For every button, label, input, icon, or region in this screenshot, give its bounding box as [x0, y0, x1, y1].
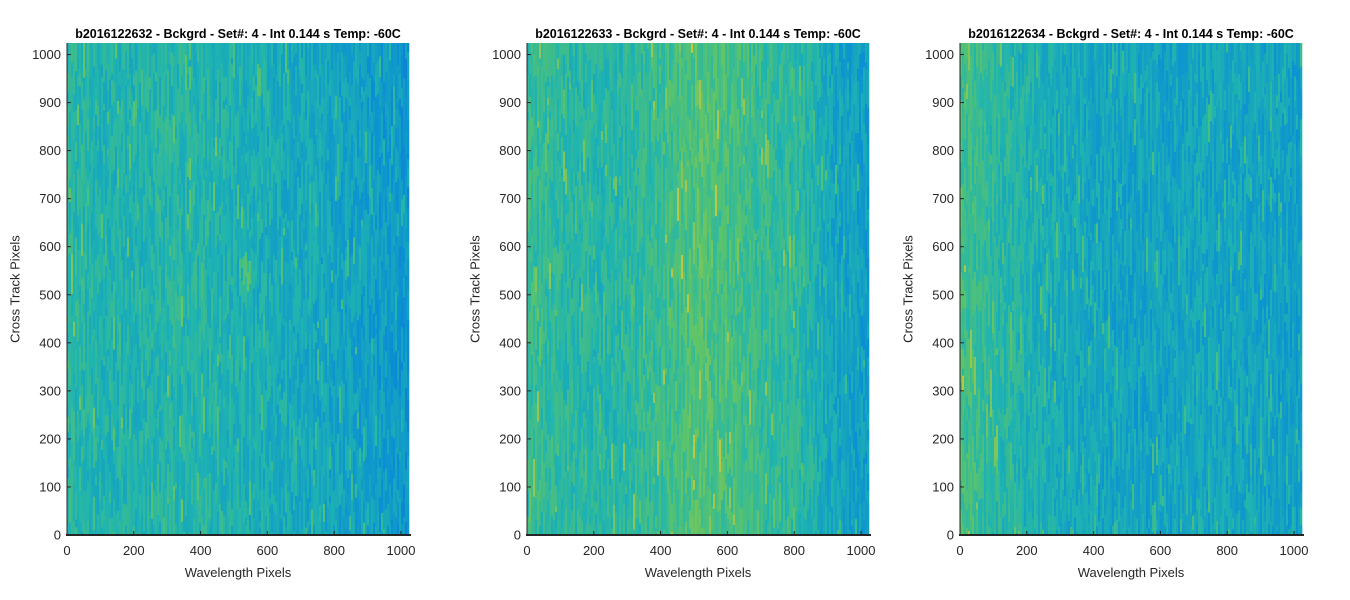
y-tick-label: 1000: [32, 47, 61, 62]
heatmap-plot[interactable]: 0 200 400 600 800 1000 0 100 200 300 400 500 600 700 8…: [900, 0, 1350, 600]
y-tick-label: 500: [39, 287, 61, 302]
x-tick-label: 1000: [847, 543, 876, 558]
y-tick-label: 1000: [492, 47, 521, 62]
x-tick-label: 400: [1083, 543, 1105, 558]
y-tick-label: 600: [932, 239, 954, 254]
heatmap-cells: [960, 43, 1303, 535]
y-tick-label: 0: [54, 528, 61, 543]
heatmap-panel-3: b2016122634 - Bckgrd - Set#: 4 - Int 0.1…: [900, 0, 1350, 600]
y-tick-label: 300: [39, 383, 61, 398]
y-tick-label: 200: [499, 431, 521, 446]
x-tick-label: 400: [190, 543, 212, 558]
y-tick-label: 800: [39, 143, 61, 158]
x-tick-label: 200: [1016, 543, 1038, 558]
y-tick-label: 600: [499, 239, 521, 254]
y-tick-label: 0: [947, 528, 954, 543]
chart-title: b2016122632 - Bckgrd - Set#: 4 - Int 0.1…: [75, 27, 401, 41]
x-axis-label: Wavelength Pixels: [644, 565, 752, 580]
x-tick-label: 0: [956, 543, 963, 558]
x-tick-label: 0: [63, 543, 70, 558]
heatmap-panel-1: b2016122632 - Bckgrd - Set#: 4 - Int 0.1…: [0, 0, 450, 600]
y-tick-label: 800: [499, 143, 521, 158]
y-tick-label: 0: [514, 528, 521, 543]
y-tick-label: 700: [39, 191, 61, 206]
x-tick-label: 200: [123, 543, 145, 558]
y-tick-label: 200: [932, 431, 954, 446]
heatmap-plot[interactable]: 0 200 400 600 800 1000 0 100 200 300 400 500 600 700 8…: [0, 0, 450, 600]
x-tick-label: 1000: [387, 543, 416, 558]
y-tick-label: 500: [499, 287, 521, 302]
x-tick-label: 800: [783, 543, 805, 558]
y-tick-label: 100: [499, 479, 521, 494]
y-tick-label: 200: [39, 431, 61, 446]
x-tick-label: 600: [257, 543, 279, 558]
x-tick-label: 600: [1150, 543, 1172, 558]
y-tick-label: 800: [932, 143, 954, 158]
y-tick-label: 900: [499, 95, 521, 110]
y-tick-label: 900: [39, 95, 61, 110]
x-axis-label: Wavelength Pixels: [184, 565, 292, 580]
x-tick-label: 200: [583, 543, 605, 558]
chart-title: b2016122634 - Bckgrd - Set#: 4 - Int 0.1…: [968, 27, 1294, 41]
y-tick-label: 700: [932, 191, 954, 206]
y-tick-label: 100: [39, 479, 61, 494]
heatmap-cells: [67, 43, 410, 535]
y-tick-label: 300: [499, 383, 521, 398]
heatmap-plot[interactable]: 0 200 400 600 800 1000 0 100 200 300 400 500 600 700 8…: [450, 0, 900, 600]
y-axis-label: Cross Track Pixels: [7, 235, 23, 343]
x-tick-label: 400: [650, 543, 672, 558]
x-tick-label: 0: [523, 543, 530, 558]
x-tick-label: 1000: [1280, 543, 1309, 558]
y-tick-label: 400: [39, 335, 61, 350]
x-tick-label: 800: [1216, 543, 1238, 558]
y-tick-label: 900: [932, 95, 954, 110]
y-tick-label: 600: [39, 239, 61, 254]
y-axis-label: Cross Track Pixels: [900, 235, 916, 343]
x-tick-label: 800: [323, 543, 345, 558]
heatmap-cells: [527, 43, 870, 535]
y-tick-label: 500: [932, 287, 954, 302]
y-tick-label: 700: [499, 191, 521, 206]
x-tick-label: 600: [717, 543, 739, 558]
y-tick-label: 400: [499, 335, 521, 350]
heatmap-panel-2: b2016122633 - Bckgrd - Set#: 4 - Int 0.1…: [450, 0, 900, 600]
x-axis-label: Wavelength Pixels: [1077, 565, 1185, 580]
y-tick-label: 100: [932, 479, 954, 494]
y-tick-label: 300: [932, 383, 954, 398]
y-axis-label: Cross Track Pixels: [467, 235, 483, 343]
y-tick-label: 1000: [925, 47, 954, 62]
chart-title: b2016122633 - Bckgrd - Set#: 4 - Int 0.1…: [535, 27, 861, 41]
y-tick-label: 400: [932, 335, 954, 350]
